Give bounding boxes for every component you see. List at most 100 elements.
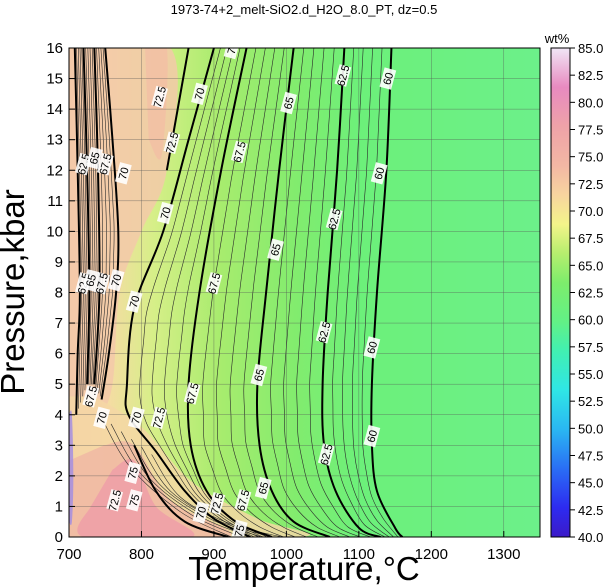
minor-contour-line — [163, 48, 264, 537]
contour-label-group: 60 — [363, 336, 381, 359]
contour-label-group: 75 — [124, 461, 142, 485]
contour-label-bg — [230, 519, 248, 537]
colorbar-tick-label: 52.5 — [578, 394, 603, 409]
contour-label-bg — [250, 363, 268, 387]
y-tick-label: 0 — [55, 529, 63, 546]
contour-label-bg — [334, 64, 352, 87]
contour-label-bg — [363, 424, 381, 448]
contour-label-group: 72.5 — [208, 492, 226, 516]
contour-label-bg — [379, 67, 397, 90]
x-tick-label: 1000 — [270, 546, 303, 563]
contour-label: 67.5 — [206, 272, 223, 296]
contour-label-bg — [363, 336, 381, 359]
minor-contour-line — [296, 48, 361, 537]
contour-label-group: 65 — [250, 363, 268, 387]
colorbar-tick-label: 72.5 — [578, 177, 603, 192]
colorbar-tick-label: 75.0 — [578, 150, 603, 165]
colorbar-label: wt% — [544, 31, 570, 46]
minor-contour-line — [139, 48, 255, 537]
contour-label-group: 62.5 — [325, 207, 344, 232]
chart-title: 1973-74+2_melt-SiO2.d_H2O_8.0_PT, dz=0.5 — [171, 2, 438, 17]
contour-label-bg — [96, 152, 114, 176]
colorbar-tick-label: 70.0 — [578, 204, 603, 219]
contour-label: 62.5 — [327, 208, 344, 232]
contour-label-bg — [151, 85, 168, 109]
colorbar-tick-label: 57.5 — [578, 340, 603, 355]
y-axis-label: Pressure,kbar — [0, 189, 31, 394]
contour-label-group: 67.5 — [96, 152, 115, 176]
contour-label: 67.5 — [235, 489, 252, 513]
contour-label: 62.5 — [316, 321, 333, 345]
contour-label-bg — [280, 91, 297, 115]
minor-contour-line — [81, 48, 88, 391]
colorbar-tick-label: 40.0 — [578, 530, 603, 545]
contour-label-group: 62.5 — [334, 64, 352, 88]
contour-label: 67.5 — [94, 272, 111, 296]
contour-label-group: 70 — [192, 501, 210, 524]
contour-label-bg — [107, 269, 125, 292]
colorbar — [550, 47, 571, 538]
contour-label-group: 67.5 — [82, 385, 100, 409]
contour-label-bg — [191, 82, 208, 106]
contour-label-group: 72.5 — [163, 131, 181, 155]
contour-label: 60 — [365, 340, 380, 355]
contour-label: 65 — [269, 243, 284, 258]
x-tick-label: 1100 — [343, 546, 375, 563]
colorbar-tick-label: 60.0 — [578, 313, 603, 328]
y-tick-label: 3 — [55, 437, 63, 454]
contour-label-group: 70 — [156, 201, 174, 225]
contour-label-bg — [183, 382, 201, 405]
minor-contour-line — [99, 48, 115, 397]
contour-label-bg — [93, 272, 110, 295]
contour-label-bg — [208, 492, 226, 515]
contour-label: 62.5 — [335, 64, 352, 88]
y-tick-label: 13 — [46, 132, 63, 149]
minor-contour-line — [361, 48, 399, 537]
contour-label-group: 60 — [370, 162, 388, 185]
contour-label-group: 60 — [379, 67, 397, 90]
x-axis-label: Temperature,°C — [188, 550, 419, 587]
colorbar-tick-label: 82.5 — [578, 68, 603, 83]
contour-label-group: 70 — [191, 82, 208, 106]
minor-contour-line — [151, 48, 259, 537]
contour-label: 70 — [128, 294, 143, 309]
contour-label-group: 70 — [128, 406, 145, 430]
contour-label: 65 — [88, 151, 103, 166]
colorbar-tick-label: 67.5 — [578, 231, 603, 246]
contour-label-bg — [325, 207, 343, 231]
x-tick-label: 800 — [129, 546, 154, 563]
contour-label-group: 67.5 — [183, 382, 202, 406]
contour-label-bg — [254, 476, 272, 500]
contour-label-group: 70 — [114, 162, 132, 185]
colorbar-tick-label: 55.0 — [578, 367, 603, 382]
minor-contour-line — [77, 48, 84, 403]
colorbar-tick-label: 45.0 — [578, 476, 603, 491]
contour-label: 75 — [126, 466, 141, 481]
minor-contour-line — [243, 48, 319, 537]
contour-label-bg — [156, 201, 174, 225]
contour-label-bg — [192, 501, 210, 524]
contour-label-group: 60 — [363, 424, 381, 448]
contour-label: 67.5 — [83, 385, 100, 409]
minor-contour-line — [141, 446, 272, 537]
contour-label: 70 — [95, 411, 110, 426]
contour-label: 60 — [365, 429, 380, 444]
contour-label: 70 — [194, 505, 209, 520]
major-contour-72-5 — [165, 48, 190, 171]
minor-contour-line — [215, 48, 296, 537]
contour-label-bg — [124, 461, 142, 485]
contour-label-group: 67.5 — [205, 272, 223, 296]
contour-label-bg — [223, 48, 241, 60]
y-tick-label: 11 — [47, 193, 63, 210]
contour-label: 65 — [257, 481, 272, 496]
contour-label: 65 — [252, 368, 267, 383]
contour-label: 70 — [226, 41, 241, 56]
contour-label-bg — [93, 406, 110, 430]
colorbar-tick-label: 77.5 — [578, 123, 603, 138]
minor-contour-line — [352, 48, 394, 537]
contour-label: 60 — [381, 71, 396, 86]
contour-label: 72.5 — [152, 85, 169, 109]
contour-label-bg — [315, 321, 333, 344]
major-contour-70 — [100, 48, 120, 400]
contour-label: 72.5 — [151, 406, 168, 430]
